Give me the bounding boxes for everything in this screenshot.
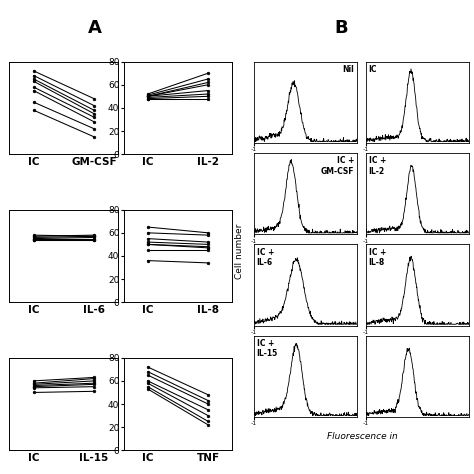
Text: IC +
IL-15: IC + IL-15 [257,339,278,358]
Text: Cell number: Cell number [235,224,244,279]
Text: Nil: Nil [342,65,354,74]
Text: IC +
IL-2: IC + IL-2 [369,156,386,175]
Text: IC +
IL-8: IC + IL-8 [369,247,386,267]
Text: IC +
GM-CSF: IC + GM-CSF [321,156,354,175]
Text: IC: IC [369,65,377,74]
Text: IC +
IL-6: IC + IL-6 [257,247,274,267]
Text: B: B [335,19,348,37]
Text: A: A [88,19,102,37]
Text: Fluorescence in: Fluorescence in [327,432,398,440]
